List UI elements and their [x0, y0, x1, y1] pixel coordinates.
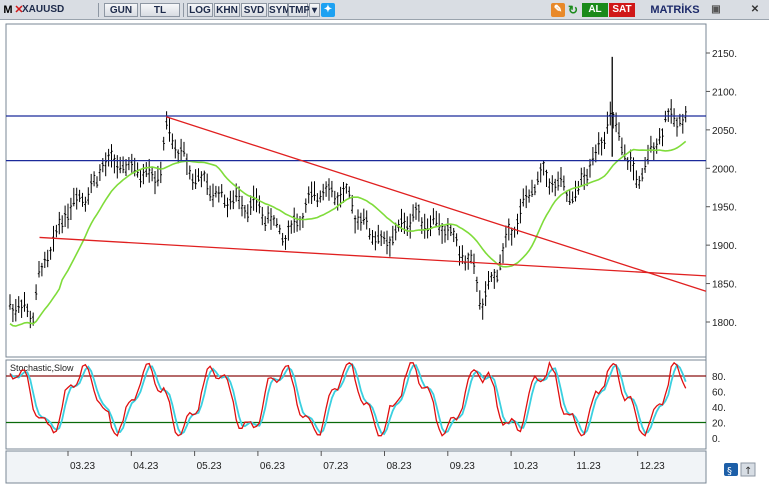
scroll-right-glyph: ↑ — [744, 466, 752, 477]
trend-line[interactable] — [165, 116, 707, 292]
trend-lines — [39, 116, 707, 292]
x-tick-label: 10.23 — [513, 461, 538, 472]
x-tick-label: 05.23 — [197, 461, 222, 472]
x-tick-label: 09.23 — [450, 461, 475, 472]
toolbar: M ✕ XAUUSD GUN TL LOG KHN SVD SYM TMP ▾ … — [0, 0, 769, 20]
period-button[interactable]: GUN — [104, 3, 138, 17]
stochastic-y-ticks: 0. 20. 40. 60. 80. — [712, 372, 726, 445]
moving-average — [9, 140, 687, 327]
trend-line[interactable] — [39, 236, 707, 277]
scroll-left-icon[interactable] — [724, 463, 738, 476]
symbol-close-icon[interactable]: ✕ — [14, 4, 24, 16]
menu-button[interactable]: M — [3, 4, 13, 16]
x-tick-label: 11.23 — [576, 461, 601, 472]
ma-path — [9, 140, 687, 327]
y-axis-area — [707, 24, 768, 483]
svd-button[interactable]: SVD — [241, 3, 267, 17]
y-tick-label: 2000. — [712, 164, 737, 175]
refresh-icon[interactable]: ↻ — [567, 3, 579, 17]
y-tick-label: 2100. — [712, 87, 737, 98]
x-ticks: 03.23 04.23 05.23 06.23 07.23 08.23 09.23 10.23… — [67, 451, 665, 472]
price-panel-frame — [5, 23, 707, 358]
stoch-y-tick-label: 20. — [712, 419, 726, 430]
x-tick-label: 08.23 — [387, 461, 412, 472]
scroll-right-icon[interactable] — [740, 462, 756, 477]
y-tick-label: 2150. — [712, 49, 737, 60]
twitter-icon[interactable]: ✦ — [321, 3, 335, 17]
y-tick-label: 1850. — [712, 280, 737, 291]
stoch-y-tick-label: 80. — [712, 372, 726, 383]
y-tick-label: 1950. — [712, 203, 737, 214]
currency-button[interactable]: TL — [140, 3, 180, 17]
settings-icon[interactable]: ▣ — [711, 4, 721, 15]
y-tick-label: 2050. — [712, 126, 737, 137]
horizontal-lines — [6, 115, 706, 162]
stochastic-series — [9, 360, 687, 437]
stoch-y-tick-label: 60. — [712, 388, 726, 399]
tmp-button[interactable]: TMP — [288, 3, 311, 17]
buy-button[interactable]: AL — [582, 3, 608, 17]
chart-area: 1800. 1850. 1900. 1950. 2000. 2050. 2100. 2150.… — [5, 23, 768, 484]
stoch-y-tick-label: 40. — [712, 403, 726, 414]
sell-button[interactable]: SAT — [609, 3, 635, 17]
stoch-y-tick-label: 0. — [712, 434, 720, 445]
x-tick-label: 07.23 — [323, 461, 348, 472]
x-tick-label: 03.23 — [70, 461, 95, 472]
dropdown-arrow-icon[interactable]: ▾ — [309, 3, 320, 17]
price-y-ticks: 1800. 1850. 1900. 1950. 2000. 2050. 2100. 2150. — [706, 49, 737, 329]
y-tick-label: 1900. — [712, 241, 737, 252]
scroll-left-glyph: § — [727, 466, 732, 477]
indicator-title: Stochastic,Slow — [10, 363, 74, 373]
x-tick-label: 06.23 — [260, 461, 285, 472]
khn-button[interactable]: KHN — [214, 3, 240, 17]
log-button[interactable]: LOG — [187, 3, 213, 17]
y-tick-label: 1800. — [712, 318, 737, 329]
edit-icon[interactable]: ✎ — [551, 3, 565, 17]
symbol-label[interactable]: XAUUSD — [22, 4, 65, 15]
brand-logo: MATRİKS — [650, 4, 700, 16]
close-icon[interactable]: ✕ — [750, 4, 760, 15]
sym-button[interactable]: SYM — [268, 3, 291, 17]
x-axis-area — [5, 450, 707, 484]
x-tick-label: 12.23 — [640, 461, 665, 472]
stoch-slow-k-line — [9, 360, 687, 437]
x-tick-label: 04.23 — [133, 461, 158, 472]
